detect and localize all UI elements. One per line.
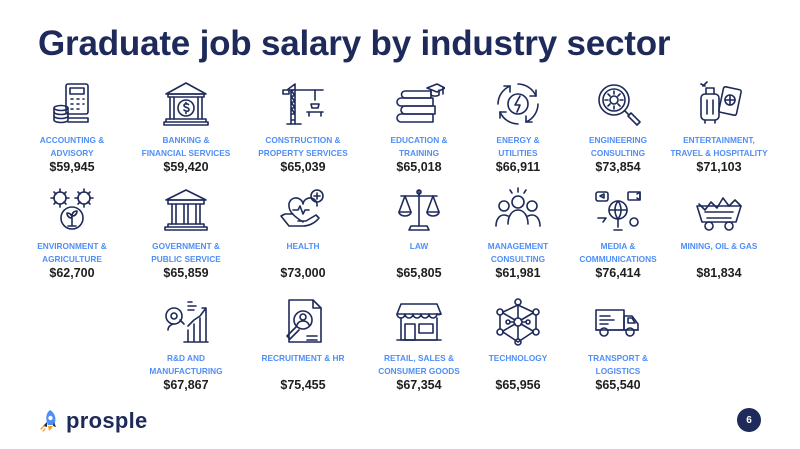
rocket-icon	[38, 409, 60, 433]
sector-accounting: ACCOUNTING & ADVISORY $59,945	[17, 78, 127, 174]
hand-heart-icon	[277, 184, 329, 236]
sector-label: R&D AND MANUFACTURING	[149, 353, 223, 376]
sector-label: MINING, OIL & GAS	[680, 241, 758, 251]
sector-health: HEALTH $73,000	[248, 184, 358, 280]
sector-label: RECRUITMENT & HR	[261, 353, 345, 363]
sector-transport: TRANSPORT & LOGISTICS $65,540	[563, 296, 673, 392]
sector-label: TRANSPORT & LOGISTICS	[588, 353, 648, 376]
bank-dollar-icon	[160, 78, 212, 130]
sector-salary: $67,867	[163, 378, 209, 392]
sector-label: ENTERTAINMENT, TRAVEL & HOSPITALITY	[670, 135, 768, 158]
sector-salary: $75,455	[280, 378, 326, 392]
sector-salary: $66,911	[495, 160, 541, 174]
sector-label: LAW	[409, 241, 429, 251]
sector-label: HEALTH	[286, 241, 320, 251]
sector-salary: $65,956	[495, 378, 541, 392]
sector-media: MEDIA & COMMUNICATIONS $76,414	[563, 184, 673, 280]
sector-energy: ENERGY & UTILITIES $66,911	[463, 78, 573, 174]
sector-salary: $61,981	[495, 266, 541, 280]
sector-construction: CONSTRUCTION & PROPERTY SERVICES $65,039	[248, 78, 358, 174]
crane-icon	[277, 78, 329, 130]
sector-mining: MINING, OIL & GAS $81,834	[664, 184, 774, 280]
sector-label: CONSTRUCTION & PROPERTY SERVICES	[258, 135, 348, 158]
scales-icon	[393, 184, 445, 236]
energy-cycle-icon	[492, 78, 544, 130]
sector-salary: $67,354	[396, 378, 442, 392]
sector-salary: $62,700	[49, 266, 95, 280]
luggage-passport-icon	[693, 78, 745, 130]
truck-icon	[592, 296, 644, 348]
sector-salary: $71,103	[696, 160, 742, 174]
sector-technology: TECHNOLOGY $65,956	[463, 296, 573, 392]
prosple-logo[interactable]: prosple	[38, 408, 148, 434]
sector-salary: $73,854	[595, 160, 641, 174]
sector-retail: RETAIL, SALES & CONSUMER GOODS $67,354	[364, 296, 474, 392]
storefront-icon	[393, 296, 445, 348]
sector-label: ENERGY & UTILITIES	[496, 135, 540, 158]
sector-label: MEDIA & COMMUNICATIONS	[579, 241, 657, 264]
sector-salary: $65,039	[280, 160, 326, 174]
sector-education: EDUCATION & TRAINING $65,018	[364, 78, 474, 174]
sector-label: RETAIL, SALES & CONSUMER GOODS	[378, 353, 460, 376]
team-icon	[492, 184, 544, 236]
gears-plant-icon	[46, 184, 98, 236]
sector-salary: $59,945	[49, 160, 95, 174]
page-title: Graduate job salary by industry sector	[38, 24, 671, 63]
sector-engineering: ENGINEERING CONSULTING $73,854	[563, 78, 673, 174]
sector-label: ACCOUNTING & ADVISORY	[39, 135, 105, 158]
candidate-search-icon	[277, 296, 329, 348]
sector-salary: $73,000	[280, 266, 326, 280]
magnifier-gear-icon	[592, 78, 644, 130]
sector-salary: $81,834	[696, 266, 742, 280]
books-graduation-cap-icon	[393, 78, 446, 130]
page-number-badge: 6	[737, 408, 761, 432]
sector-salary: $65,018	[396, 160, 442, 174]
sector-salary: $76,414	[595, 266, 641, 280]
sector-entertainment: ENTERTAINMENT, TRAVEL & HOSPITALITY $71,…	[664, 78, 774, 174]
calculator-coins-icon	[46, 78, 98, 130]
sector-salary: $65,540	[595, 378, 641, 392]
sector-government: GOVERNMENT & PUBLIC SERVICE $65,859	[131, 184, 241, 280]
sector-salary: $65,859	[163, 266, 209, 280]
sector-label: TECHNOLOGY	[488, 353, 548, 363]
sector-label: BANKING & FINANCIAL SERVICES	[141, 135, 231, 158]
brand-name: prosple	[66, 408, 148, 433]
sector-law: LAW $65,805	[364, 184, 474, 280]
sector-banking: BANKING & FINANCIAL SERVICES $59,420	[131, 78, 241, 174]
sector-salary: $59,420	[163, 160, 209, 174]
sector-label: MANAGEMENT CONSULTING	[487, 241, 549, 264]
sector-salary: $65,805	[396, 266, 442, 280]
sector-label: GOVERNMENT & PUBLIC SERVICE	[151, 241, 221, 264]
sector-environment: ENVIRONMENT & AGRICULTURE $62,700	[17, 184, 127, 280]
sector-rnd: R&D AND MANUFACTURING $67,867	[131, 296, 241, 392]
government-building-icon	[160, 184, 212, 236]
research-chart-icon	[160, 296, 212, 348]
sector-management: MANAGEMENT CONSULTING $61,981	[463, 184, 573, 280]
network-icon	[492, 296, 544, 348]
sector-label: EDUCATION & TRAINING	[390, 135, 448, 158]
media-globe-icon	[592, 184, 644, 236]
sector-label: ENGINEERING CONSULTING	[588, 135, 648, 158]
mine-cart-icon	[693, 184, 745, 236]
sector-label: ENVIRONMENT & AGRICULTURE	[37, 241, 107, 264]
sector-recruitment: RECRUITMENT & HR $75,455	[248, 296, 358, 392]
